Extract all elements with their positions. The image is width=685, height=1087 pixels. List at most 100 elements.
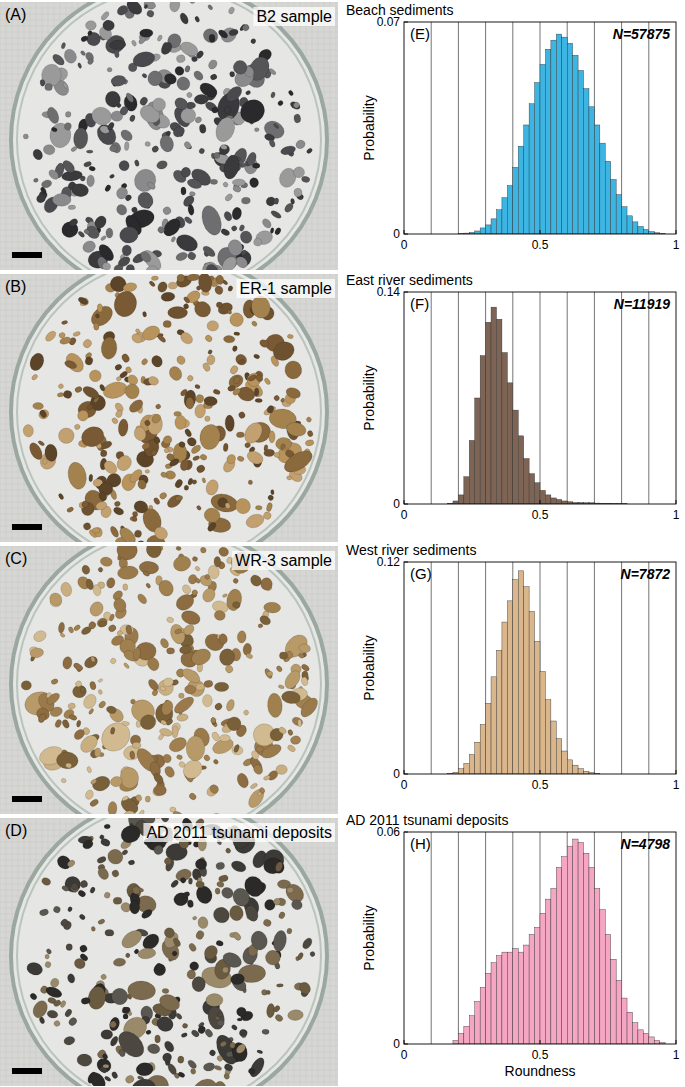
pebble [174,628,182,635]
pebble [58,383,65,390]
pebble [56,751,79,770]
pebble [146,656,161,673]
pebble [135,189,156,211]
pebble [263,775,271,781]
pebble [147,1043,161,1055]
pebble [222,593,228,598]
pebble [207,4,213,11]
pebble [278,726,288,735]
pebble [68,703,76,710]
histogram-bar [524,587,529,774]
pebble [166,1062,178,1076]
pebble [96,616,109,629]
pebble [163,320,172,327]
pebble [60,581,74,597]
histogram-bar [562,501,567,504]
pebble [61,719,70,729]
pebble [67,906,73,912]
pebble [228,311,245,328]
histogram-bar [458,495,463,504]
pebble [116,630,123,637]
chart-title: AD 2011 tsunami deposits [346,812,508,828]
pebble [192,976,206,992]
pebble [53,1020,61,1028]
histogram-bar [529,104,534,234]
pebble [205,783,221,799]
pebble [153,436,161,445]
pebble [202,943,220,962]
pebble [47,590,64,607]
dish-rim [17,546,321,814]
pebble [214,682,228,691]
pebble [217,28,229,39]
grid-line [540,292,541,504]
pebble [68,217,79,227]
pebble [310,951,316,957]
pebble [229,1042,235,1049]
histogram-bar [475,398,480,504]
figure: (A)B2 sample(B)ER-1 sample(C)WR-3 sample… [0,0,685,1087]
pebble [181,583,193,595]
pebble [79,500,96,518]
pebble [113,897,122,904]
pebble [77,889,87,898]
histogram-bar [480,356,485,504]
panel-letter: (E) [410,25,430,42]
pebble [225,698,236,712]
pebble [194,384,200,390]
pebble [231,207,242,221]
grid-line [431,562,432,774]
bars [458,34,665,234]
pebble [61,320,68,325]
pebble [228,28,238,36]
pebble [195,50,205,60]
pebble [80,686,86,693]
pebble [96,866,111,882]
pebble [186,736,205,761]
pebble [131,40,137,47]
pebble [246,787,267,811]
pebble [216,302,222,308]
pebble [272,929,288,952]
photo-panel: (C)WR-3 sample [0,526,338,842]
panel-letter: (B) [5,278,26,295]
pebble [261,118,287,142]
histogram-bar [562,37,567,234]
pebble [178,441,186,449]
histogram-bar [518,436,523,504]
pebble [237,1018,242,1021]
pebble [157,991,183,1014]
pebble [89,748,101,759]
chart-title: West river sediments [346,542,476,558]
pebble [138,36,147,45]
pebble [104,892,111,899]
histogram-bar [496,650,501,774]
pebble [121,721,129,726]
pebble [127,397,145,414]
pebble [190,1068,196,1075]
pebble [175,251,189,263]
pebble [215,888,221,895]
pebble [226,309,232,315]
pebble [35,192,47,204]
pebble [83,229,90,236]
pebble [237,455,245,462]
pebble [105,929,114,936]
pebble [115,185,130,200]
pebble [61,778,67,783]
pebble [81,500,89,508]
histogram-bar [545,495,550,504]
histogram-bar [589,107,594,234]
pebble [216,1054,224,1062]
histogram-bar [496,210,501,234]
label-background [143,823,335,842]
pebble [198,147,205,154]
histogram-bar [556,34,561,234]
pebble [206,521,217,532]
pebble [53,905,62,913]
photo [0,818,338,1086]
pebble [241,197,250,204]
histogram-panel: East river sediments00.5100.14Probabilit… [346,272,680,522]
grid-line [594,292,595,504]
histogram-bar [567,43,572,234]
